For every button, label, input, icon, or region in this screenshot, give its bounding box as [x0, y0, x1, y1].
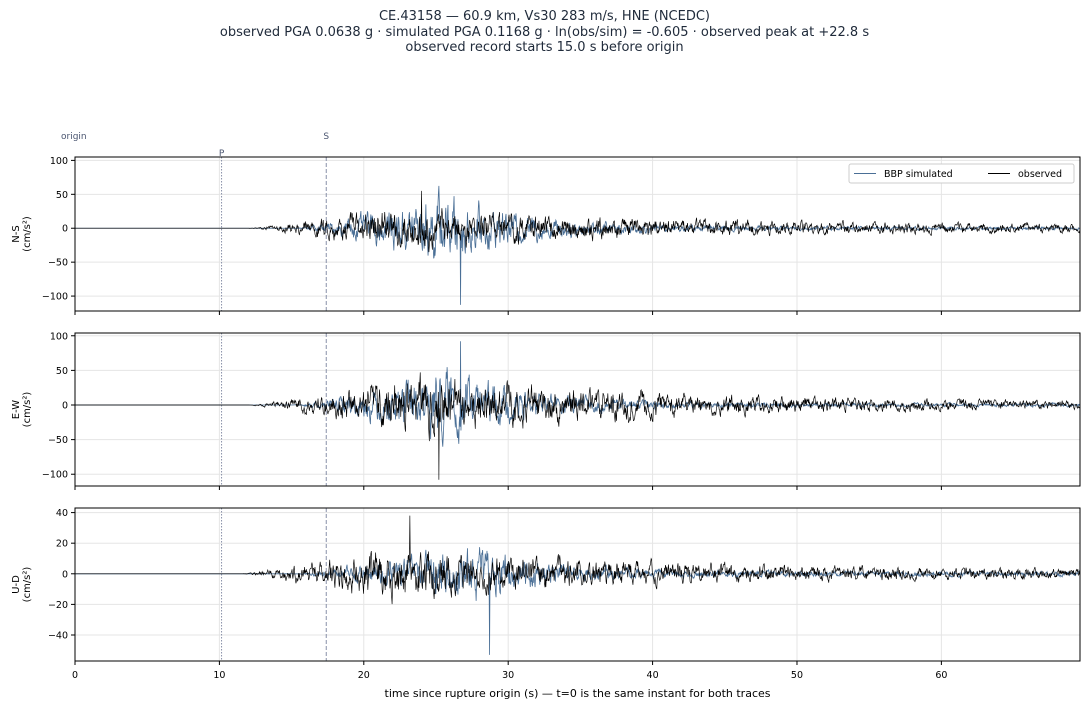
- panel-frame: [74, 332, 1081, 487]
- x-tick-label: 20: [358, 670, 370, 681]
- marker-label-origin: origin: [61, 132, 87, 142]
- y-tick-label: 40: [56, 508, 68, 519]
- trace-observed: [75, 190, 1081, 253]
- y-tick-label: −40: [48, 630, 68, 641]
- y-tick-label: 100: [50, 331, 68, 342]
- legend-label-observed: observed: [1018, 169, 1062, 180]
- y-tick-label: 50: [56, 190, 68, 201]
- y-tick-label: −100: [42, 470, 68, 481]
- y-tick-label: −50: [48, 435, 68, 446]
- x-tick-label: 60: [935, 670, 947, 681]
- trace-bbp-simulated: [75, 185, 1081, 305]
- trace-observed: [75, 372, 1081, 480]
- y-axis-label: (cm/s²): [22, 392, 33, 428]
- y-tick-label: 20: [56, 539, 68, 550]
- marker-label-p: P: [219, 149, 225, 159]
- y-tick-label: 0: [62, 569, 68, 580]
- panel-n-s: 100 50 0 −50 −100 N-S (cm/s²) BBP simulated obse…: [11, 156, 1081, 315]
- chart-title-line-2: observed PGA 0.0638 g · simulated PGA 0.…: [219, 24, 870, 40]
- y-tick-label: 50: [56, 366, 68, 377]
- y-tick-label: −100: [42, 292, 68, 303]
- panel-u-d: 40 20 0 −20 −40 0 10 20 30 40 50 60 U-D (cm/s²): [11, 507, 1081, 681]
- x-tick-label: 40: [647, 670, 659, 681]
- y-tick-label: −50: [48, 258, 68, 269]
- y-axis-label: (cm/s²): [22, 216, 33, 252]
- marker-label-s: S: [323, 132, 329, 142]
- x-tick-label: 0: [72, 670, 78, 681]
- y-tick-label: 100: [50, 156, 68, 167]
- trace-observed: [75, 515, 1081, 605]
- y-axis-label: U-D: [11, 575, 22, 594]
- x-tick-label: 10: [213, 670, 225, 681]
- x-tick-label: 30: [502, 670, 514, 681]
- y-axis-label: E-W: [11, 400, 22, 420]
- panel-frame: [74, 507, 1081, 662]
- legend-label-simulated: BBP simulated: [884, 169, 953, 180]
- panel-frame: [74, 156, 1081, 312]
- y-axis-label: (cm/s²): [22, 567, 33, 603]
- panel-e-w: 100 50 0 −50 −100 E-W (cm/s²): [11, 331, 1081, 490]
- x-axis-label: time since rupture origin (s) — t=0 is t…: [385, 687, 771, 700]
- y-tick-label: 0: [62, 401, 68, 412]
- chart-title-line-3: observed record starts 15.0 s before ori…: [405, 40, 684, 55]
- y-tick-label: −20: [48, 600, 68, 611]
- y-tick-label: 0: [62, 224, 68, 235]
- trace-bbp-simulated: [75, 341, 1081, 447]
- chart-title-line-1: CE.43158 — 60.9 km, Vs30 283 m/s, HNE (N…: [378, 9, 711, 24]
- y-axis-label: N-S: [11, 225, 22, 242]
- legend-box: [848, 163, 1075, 184]
- legend: BBP simulated observed: [848, 163, 1075, 184]
- x-tick-label: 50: [791, 670, 803, 681]
- trace-bbp-simulated: [75, 547, 1081, 655]
